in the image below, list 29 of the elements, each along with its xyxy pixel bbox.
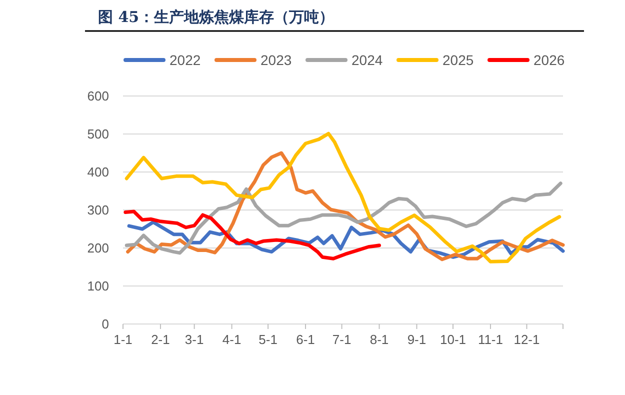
line-series	[124, 182, 562, 255]
x-tick-label: 12-1	[514, 332, 540, 347]
y-tick-label: 600	[87, 88, 109, 104]
y-tick-label: 300	[87, 202, 109, 218]
x-tick-label: 8-1	[370, 332, 389, 347]
legend-label: 2022	[170, 52, 201, 68]
y-tick-label: 500	[87, 126, 109, 142]
x-tick-label: 9-1	[407, 332, 426, 347]
legend-label: 2026	[534, 52, 565, 68]
x-tick-label: 4-1	[222, 332, 242, 347]
line-series	[124, 132, 562, 264]
x-tick-label: 2-1	[151, 332, 170, 347]
y-tick-label: 0	[102, 316, 109, 332]
chart-title: 图 45：生产地炼焦煤库存（万吨）	[98, 8, 334, 26]
x-tick-label: 6-1	[296, 332, 315, 347]
y-tick-label: 100	[87, 278, 109, 294]
x-tick-label: 10-1	[440, 332, 466, 347]
x-tick-label: 3-1	[184, 332, 204, 347]
x-tick-label: 5-1	[258, 332, 278, 347]
x-tick-label: 1-1	[114, 332, 132, 347]
line-series	[126, 151, 565, 262]
legend-label: 2023	[260, 52, 292, 68]
x-tick-label: 11-1	[478, 332, 504, 347]
legend-label: 2025	[442, 52, 474, 68]
legend-label: 2024	[352, 52, 383, 68]
x-tick-label: 7-1	[332, 332, 352, 347]
y-tick-label: 200	[87, 240, 109, 256]
line-series	[124, 210, 382, 260]
y-tick-label: 400	[87, 164, 109, 180]
